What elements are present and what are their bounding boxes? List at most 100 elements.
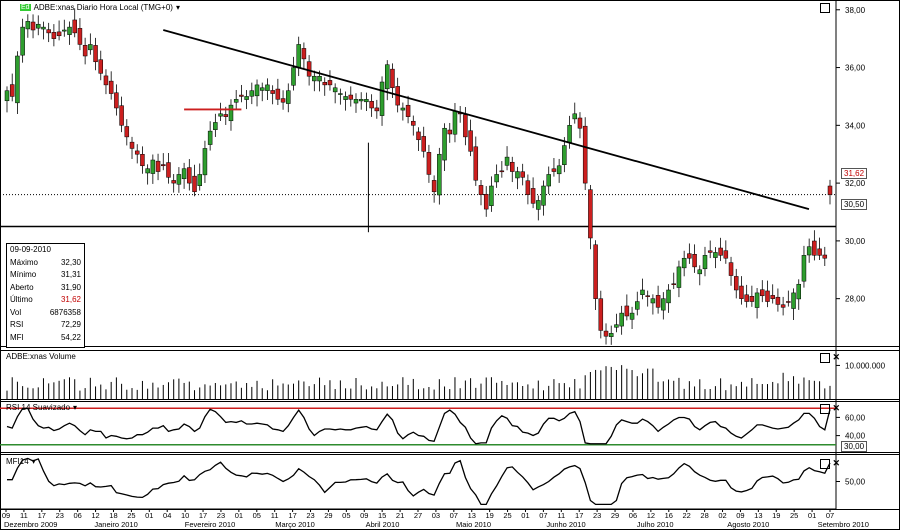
- day-label: 12: [647, 511, 655, 520]
- rsi-pane-controls: ✕: [817, 403, 840, 414]
- candle-body: [822, 254, 828, 259]
- candle-body: [15, 55, 20, 104]
- candle-body: [134, 150, 140, 155]
- day-label: 29: [324, 511, 332, 520]
- candle-body: [702, 255, 708, 270]
- day-label: 03: [432, 511, 440, 520]
- ohlc-value: 6876358: [49, 307, 81, 317]
- ohlc-date-text: 09-09-2010: [10, 245, 51, 254]
- candle-body: [582, 125, 588, 184]
- close-icon[interactable]: ✕: [832, 458, 841, 468]
- ohlc-value: 32,30: [60, 257, 81, 267]
- maximize-icon[interactable]: [820, 2, 830, 13]
- candle-body: [51, 32, 57, 39]
- maximize-icon[interactable]: [820, 458, 830, 469]
- candle-body: [4, 90, 10, 102]
- price-axis-label: 32,00: [845, 179, 866, 188]
- candle-body: [426, 152, 432, 175]
- candle-body: [551, 168, 557, 172]
- candle-body: [619, 312, 624, 327]
- day-label: 05: [253, 511, 261, 520]
- price-axis-label: 38,00: [845, 6, 866, 15]
- day-label: 07: [450, 511, 458, 520]
- candle-body: [108, 80, 114, 94]
- candle-body: [676, 266, 682, 288]
- dropdown-icon[interactable]: ▾: [175, 3, 180, 12]
- ohlc-row: MFI 54,22: [7, 332, 84, 345]
- candle-body: [98, 59, 104, 74]
- candle-body: [390, 68, 395, 89]
- candle-body: [301, 48, 307, 60]
- badge-icon: Ed: [20, 4, 31, 11]
- candle-body: [103, 75, 109, 86]
- day-label: 05: [342, 511, 350, 520]
- candle-body: [9, 84, 15, 97]
- maximize-icon[interactable]: [820, 352, 830, 363]
- candle-body: [265, 84, 270, 91]
- ohlc-label: Aberto: [10, 282, 34, 292]
- day-label: 06: [73, 511, 81, 520]
- candle-body: [36, 23, 41, 29]
- candle-body: [478, 185, 484, 195]
- month-label: Dezembro 2009: [4, 520, 57, 529]
- candle-body: [770, 295, 775, 299]
- rsi-pane-title: RSI 14 Suavizado ▾: [6, 403, 77, 412]
- volume-title-text: ADBE:xnas Volume: [6, 352, 76, 361]
- candle-body: [468, 130, 473, 152]
- candle-body: [197, 174, 202, 186]
- ohlc-label: Mínimo: [10, 270, 37, 279]
- ohlc-label: Vol: [10, 307, 22, 317]
- candle-body: [681, 257, 687, 269]
- candle-body: [213, 122, 218, 130]
- candle-body: [645, 295, 650, 297]
- close-icon[interactable]: ✕: [832, 403, 841, 413]
- maximize-icon[interactable]: [820, 403, 830, 414]
- candle-body: [400, 107, 406, 111]
- dropdown-icon[interactable]: ▾: [31, 457, 36, 466]
- month-label: Janeiro 2010: [94, 520, 137, 529]
- price-axis-label: 36,00: [845, 64, 866, 73]
- day-label: 13: [468, 511, 476, 520]
- day-label: 10: [181, 511, 189, 520]
- candle-body: [692, 254, 697, 268]
- candle-body: [379, 81, 385, 116]
- candle-body: [546, 174, 551, 187]
- candle-body: [129, 141, 135, 149]
- day-label: 07: [826, 511, 834, 520]
- day-label: 17: [288, 511, 296, 520]
- rsi-line: [6, 407, 831, 445]
- day-label: 01: [145, 511, 153, 520]
- candle-body: [296, 44, 301, 69]
- candle-body: [62, 29, 67, 32]
- candle-body: [41, 26, 46, 30]
- candle-body: [150, 159, 156, 174]
- candle-body: [510, 161, 515, 172]
- candle-body: [124, 126, 130, 138]
- candle-body: [181, 168, 187, 180]
- price-title-text: ADBE:xnas Diario Hora Local (TMG+0): [33, 3, 173, 12]
- candle-body: [760, 289, 765, 297]
- candle-body: [202, 148, 208, 176]
- candle-body: [384, 64, 390, 90]
- ohlc-row: RSI 72,29: [7, 319, 84, 332]
- candle-body: [687, 253, 692, 259]
- pane-frame: [0, 0, 900, 347]
- day-label: 21: [396, 511, 404, 520]
- day-label: 01: [808, 511, 816, 520]
- ohlc-date: 09-09-2010: [7, 244, 84, 257]
- close-icon[interactable]: ✕: [832, 352, 841, 362]
- ohlc-row: Aberto 31,90: [7, 282, 84, 295]
- dropdown-icon[interactable]: ▾: [73, 403, 78, 412]
- ohlc-row: Mínimo 31,31: [7, 269, 84, 282]
- candle-body: [812, 240, 817, 256]
- candle-body: [374, 107, 380, 112]
- month-label: Abril 2010: [366, 520, 400, 529]
- candle-body: [72, 19, 77, 34]
- candle-body: [239, 94, 244, 97]
- rsi-title-text: RSI 14 Suavizado: [6, 403, 71, 412]
- mfi-pane-controls: ✕: [817, 458, 840, 469]
- day-label: 23: [306, 511, 314, 520]
- candle-body: [93, 45, 98, 63]
- month-label: Agosto 2010: [727, 520, 769, 529]
